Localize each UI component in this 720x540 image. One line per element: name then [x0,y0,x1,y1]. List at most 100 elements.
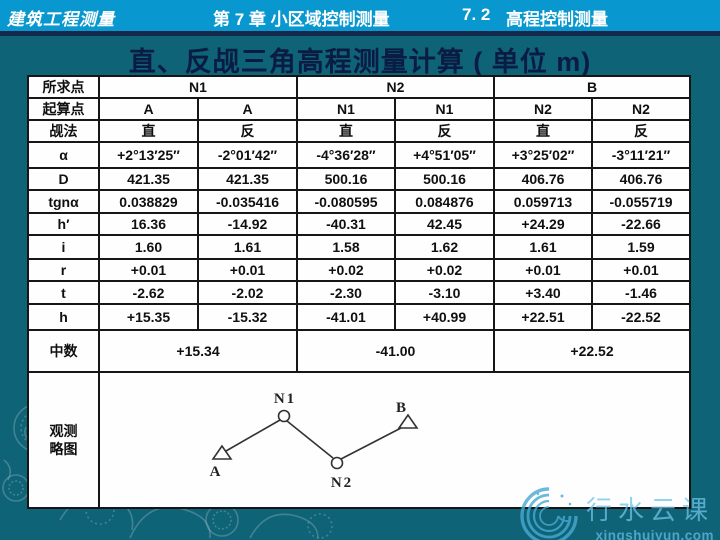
row-label-start: 起算点 [27,97,100,121]
table-cell: -2°01′42″ [197,141,298,169]
table-cell: +0.01 [98,258,199,282]
table-cell: 1.61 [493,234,593,260]
table-cell: +4°51′05″ [394,141,495,169]
table-cell: 1.61 [197,234,298,260]
table-cell: +15.35 [98,303,199,331]
sketch-line-n2-b [340,427,401,460]
table-cell: 直 [296,119,396,143]
table-cell: 0.038829 [98,189,199,214]
table-row-start: 起算点 A A N1 N1 N2 N2 [27,97,691,121]
mean-value-n2: -41.00 [296,329,495,373]
table-cell: 42.45 [394,212,495,236]
table-cell: 421.35 [197,167,298,191]
table-row-t: t -2.62 -2.02 -2.30 -3.10 +3.40 -1.46 [27,280,691,305]
table-cell: +2°13′25″ [98,141,199,169]
table-cell: N2 [591,97,691,121]
row-label-target: 所求点 [27,75,100,99]
watermark: 行水云课 xingshuiyun.com [518,486,720,540]
target-point-n1: N1 [98,75,298,99]
sketch-label-text: 观测略图 [49,422,78,457]
marker-triangle-b [396,413,419,429]
table-cell: 1.60 [98,234,199,260]
table-cell: 1.62 [394,234,495,260]
target-point-b: B [493,75,691,99]
target-point-n2: N2 [296,75,495,99]
table-cell: N2 [493,97,593,121]
watermark-domain: xingshuiyun.com [595,527,714,540]
marker-circle-n1 [277,409,290,423]
table-cell: N1 [296,97,396,121]
table-cell: -15.32 [197,303,298,331]
table-cell: -22.52 [591,303,691,331]
table-row-tangent: tgnα 0.038829 -0.035416 -0.080595 0.0848… [27,189,691,214]
table-cell: -2.62 [98,280,199,305]
table-cell: -1.46 [591,280,691,305]
table-cell: +3.40 [493,280,593,305]
section-title: 高程控制测量 [506,10,608,29]
table-cell: 0.059713 [493,189,593,214]
table-row-i: i 1.60 1.61 1.58 1.62 1.61 1.59 [27,234,691,260]
table-cell: -40.31 [296,212,396,236]
table-cell: 16.36 [98,212,199,236]
sketch-label-a: A [209,464,220,480]
watermark-brand: 行水云课 [585,494,714,525]
table-cell: +22.51 [493,303,593,331]
table-cell: +0.01 [197,258,298,282]
table-cell: -2.02 [197,280,298,305]
table-cell: -0.080595 [296,189,396,214]
table-cell: 500.16 [296,167,396,191]
sketch-label-n2: N2 [330,475,352,491]
observation-sketch-cell: N1 A N2 B [98,371,691,509]
table-cell: 反 [197,119,298,143]
table-cell: 反 [394,119,495,143]
table-cell: 1.59 [591,234,691,260]
sketch-line-a-n1 [225,419,280,452]
table-cell: -3.10 [394,280,495,305]
section-number: 7. 2 [462,5,491,24]
table-row-alpha: α +2°13′25″ -2°01′42″ -4°36′28″ +4°51′05… [27,141,691,169]
mean-value-b: +22.52 [493,329,691,373]
row-label: r [27,258,100,282]
table-cell: 500.16 [394,167,495,191]
row-label: α [27,141,100,169]
table-cell: 1.58 [296,234,396,260]
observation-sketch: N1 A N2 B [209,391,419,491]
sketch-label-b: B [395,400,405,416]
table-cell: -0.055719 [591,189,691,214]
table-row-distance: D 421.35 421.35 500.16 500.16 406.76 406… [27,167,691,191]
table-cell: -22.66 [591,212,691,236]
table-cell: 直 [98,119,199,143]
watermark-logo-icon [520,487,578,540]
sketch-label-n1: N1 [273,391,295,407]
calculation-table: 所求点 N1 N2 B 起算点 A A N1 N1 N2 N2 觇法 直 反 直… [27,75,691,509]
table-row-method: 觇法 直 反 直 反 直 反 [27,119,691,143]
table-cell: +24.29 [493,212,593,236]
table-cell: +40.99 [394,303,495,331]
table-cell: +0.01 [591,258,691,282]
row-label-mean: 中数 [27,329,100,373]
table-cell: N1 [394,97,495,121]
table-row-h: h +15.35 -15.32 -41.01 +40.99 +22.51 -22… [27,303,691,331]
table-row-sketch: 观测略图 N1 A N2 B [27,371,691,509]
row-label: t [27,280,100,305]
row-label: h′ [27,212,100,236]
table-cell: +3°25′02″ [493,141,593,169]
marker-circle-n2 [330,456,343,470]
table-cell: 反 [591,119,691,143]
top-header-bar: 建筑工程测量 第 7 章 小区域控制测量 7. 2 高程控制测量 [0,0,720,31]
table-cell: 421.35 [98,167,199,191]
table-cell: -41.01 [296,303,396,331]
chapter-title: 第 7 章 小区域控制测量 [213,10,390,29]
table-cell: -3°11′21″ [591,141,691,169]
table-cell: 直 [493,119,593,143]
table-row-mean: 中数 +15.34 -41.00 +22.52 [27,329,691,373]
marker-triangle-a [210,444,233,460]
table-row-target: 所求点 N1 N2 B [27,75,691,99]
row-label: D [27,167,100,191]
row-label-sketch: 观测略图 [27,371,100,509]
row-label: i [27,234,100,260]
table-cell: -0.035416 [197,189,298,214]
table-cell: 406.76 [591,167,691,191]
row-label: h [27,303,100,331]
